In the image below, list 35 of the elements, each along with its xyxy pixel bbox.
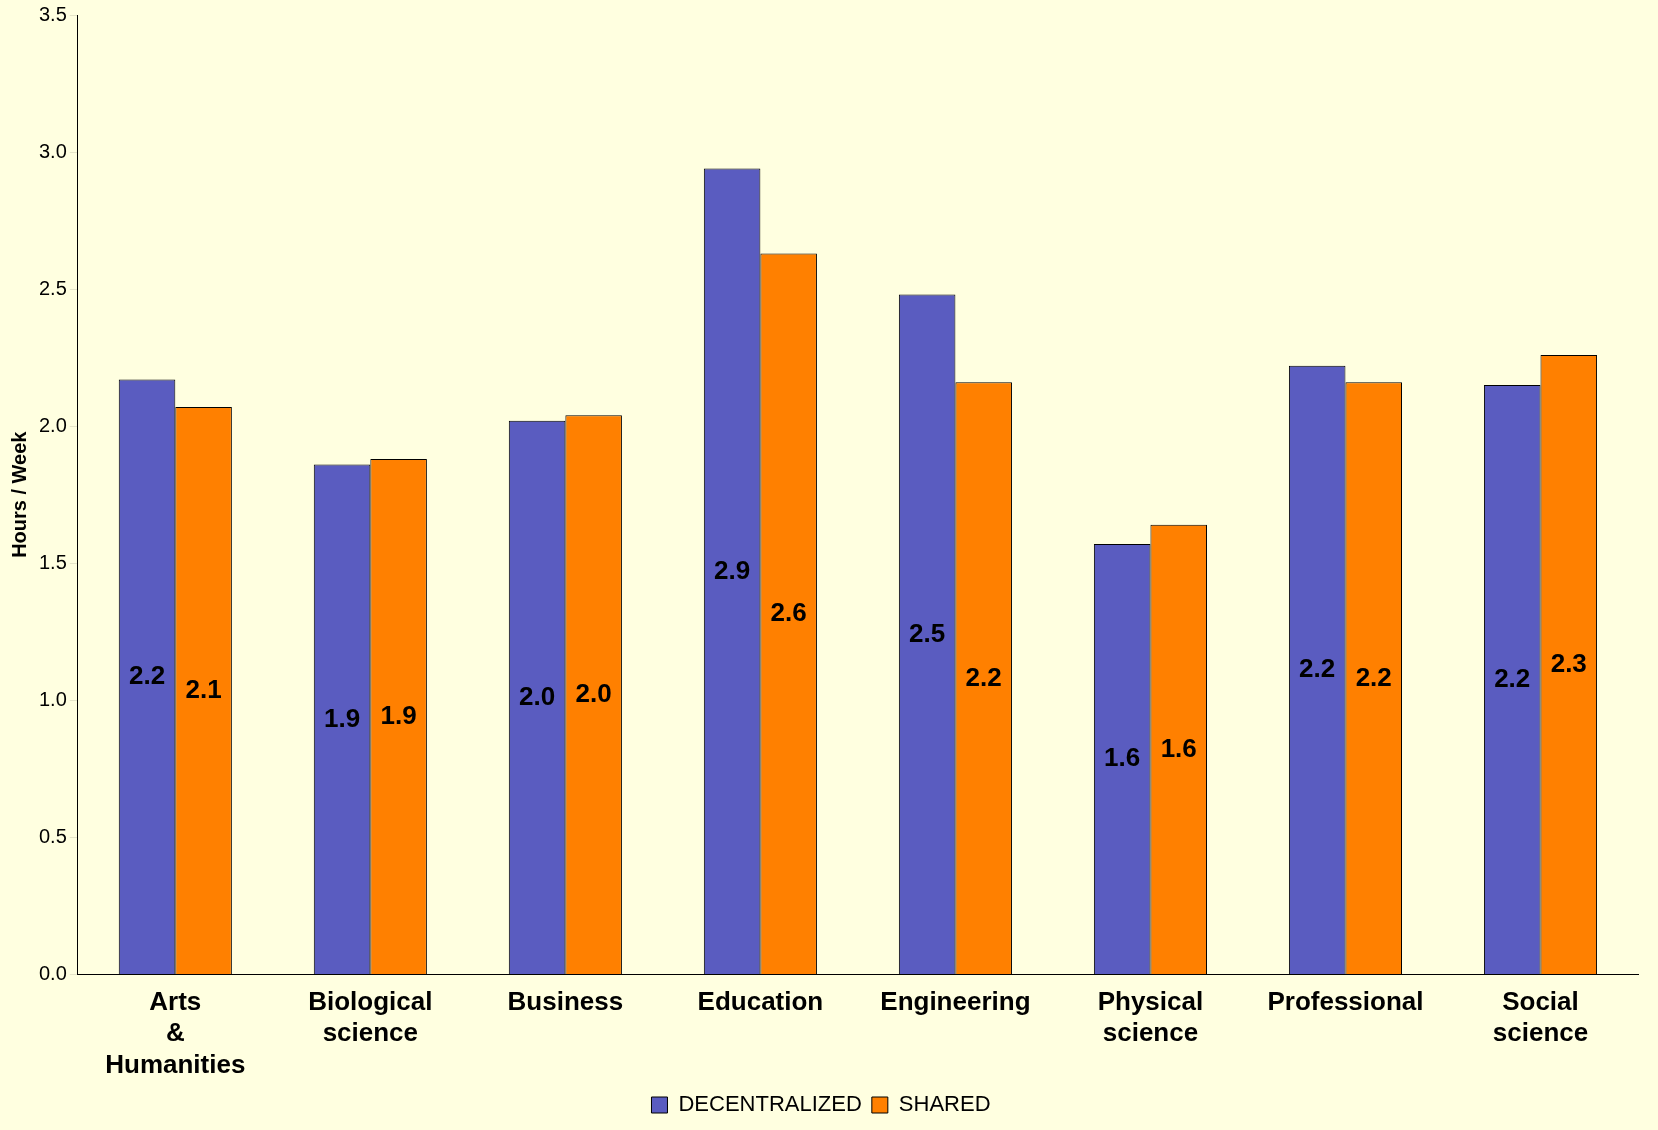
data-label: 1.6 — [1104, 742, 1141, 773]
x-tick-label: Physical science — [1097, 986, 1204, 1048]
data-label: 2.0 — [575, 677, 612, 708]
y-tick-label: 0.0 — [38, 961, 67, 984]
data-label: 1.6 — [1160, 732, 1197, 763]
y-tick-label: 1.0 — [38, 687, 67, 710]
data-label: 2.2 — [1355, 661, 1392, 692]
data-label: 2.0 — [519, 680, 556, 711]
data-label: 2.5 — [909, 617, 946, 648]
x-tick-label: Education — [697, 986, 824, 1017]
x-tick-label: Professional — [1267, 986, 1424, 1017]
data-label: 1.9 — [380, 699, 417, 730]
x-tick-label: Business — [507, 986, 624, 1017]
y-tick-label: 2.0 — [38, 413, 67, 436]
data-label: 2.6 — [770, 597, 807, 628]
x-tick-label: Engineering — [880, 986, 1031, 1017]
legend-label: DECENTRALIZED — [678, 1091, 862, 1117]
y-tick-label: 3.0 — [38, 139, 67, 162]
data-label: 2.2 — [1494, 662, 1531, 693]
data-label: 2.1 — [185, 673, 222, 704]
y-tick-label: 0.5 — [38, 824, 67, 847]
x-tick-label: Social science — [1492, 986, 1589, 1048]
y-tick-label: 1.5 — [38, 550, 67, 573]
data-label: 2.2 — [128, 660, 166, 691]
legend-label: SHARED — [898, 1091, 991, 1117]
data-label: 2.2 — [965, 661, 1002, 692]
data-label: 1.9 — [323, 702, 361, 733]
data-label: 2.3 — [1550, 647, 1587, 678]
data-label: 2.2 — [1299, 653, 1336, 684]
y-axis-title: Hours / Week — [7, 430, 30, 558]
x-tick-label: Biological science — [308, 986, 433, 1048]
y-tick-label: 3.5 — [38, 2, 67, 25]
data-label: 2.9 — [714, 554, 751, 585]
x-tick-label: Arts & Humanities — [105, 986, 246, 1079]
y-tick-label: 2.5 — [38, 276, 67, 299]
